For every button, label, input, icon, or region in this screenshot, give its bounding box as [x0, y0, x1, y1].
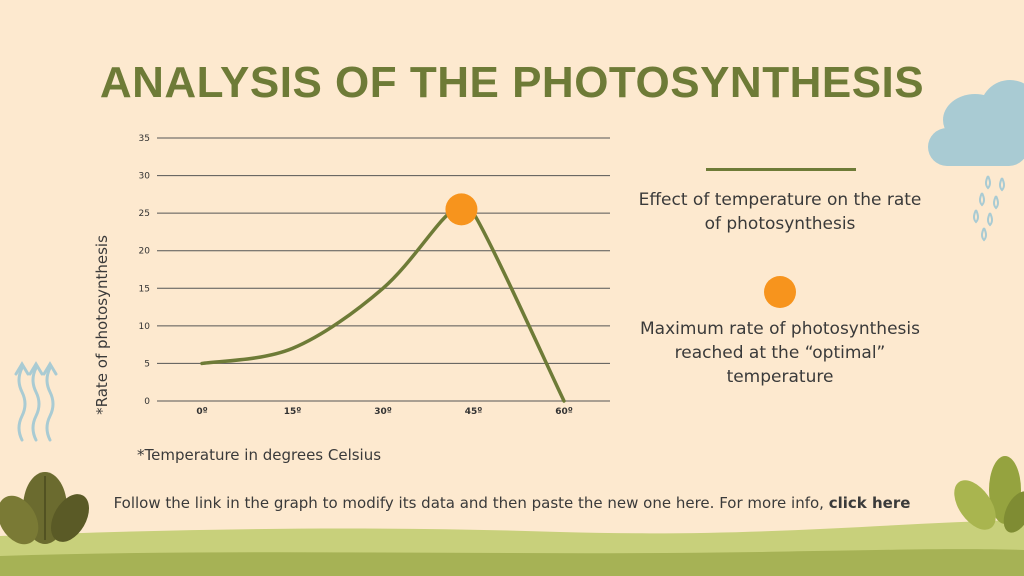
series-line	[200, 194, 566, 403]
max-point-marker	[445, 193, 478, 226]
legend-line-swatch	[706, 168, 856, 171]
legend-dot-swatch	[764, 276, 796, 308]
ground-front	[0, 549, 1024, 576]
y-tick-label: 25	[139, 209, 150, 219]
click-here-link[interactable]: click here	[828, 494, 911, 512]
heat-waves-icon	[14, 361, 58, 442]
legend-line-text: Effect of temperature on the rate of pho…	[638, 190, 922, 234]
x-tick-label: 30º	[374, 407, 392, 417]
y-axis-label: *Rate of photosynthesis	[93, 235, 111, 415]
x-tick-label: 0º	[196, 407, 207, 417]
y-tick-label: 15	[139, 284, 150, 294]
right-bush-icon	[954, 456, 1024, 533]
page-title: ANALYSIS OF THE PHOTOSYNTHESIS	[99, 58, 925, 107]
y-tick-label: 30	[139, 172, 151, 182]
x-tick-label: 15º	[284, 407, 302, 417]
y-tick-label: 5	[144, 359, 150, 369]
footer-text: Follow the link in the graph to modify i…	[113, 494, 824, 512]
raindrops-icon	[973, 175, 1005, 242]
cloud-icon	[928, 80, 1024, 166]
y-tick-label: 35	[139, 134, 150, 144]
left-bush-icon	[0, 472, 90, 545]
y-tick-label: 0	[144, 397, 150, 407]
x-axis-note: *Temperature in degrees Celsius	[137, 446, 382, 464]
y-tick-label: 10	[139, 322, 151, 332]
x-tick-label: 60º	[555, 407, 573, 417]
legend-dot-text: Maximum rate of photosynthesis reached a…	[640, 319, 920, 387]
y-tick-label: 20	[139, 247, 151, 257]
footer-note: Follow the link in the graph to modify i…	[0, 494, 1024, 512]
x-tick-label: 45º	[465, 407, 483, 417]
